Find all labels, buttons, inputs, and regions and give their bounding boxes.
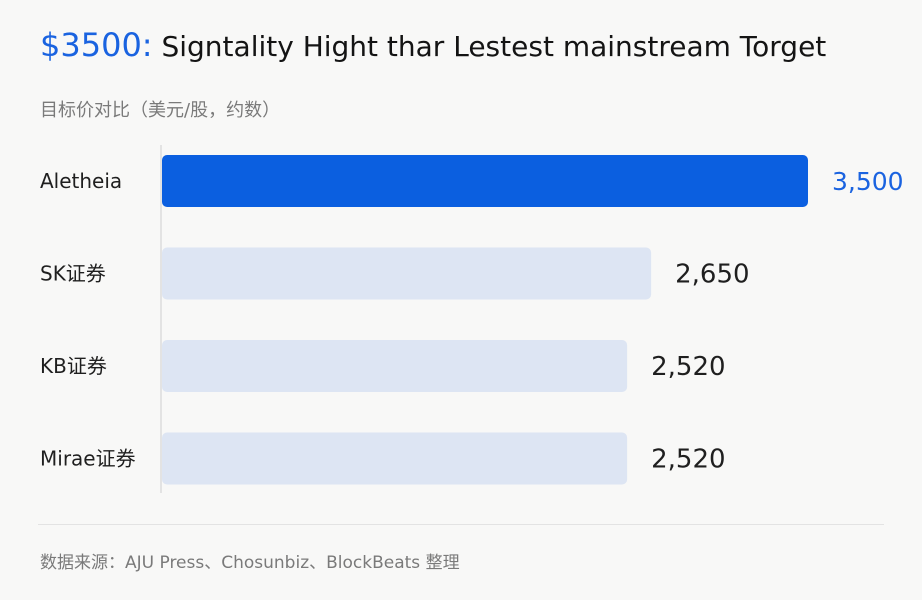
chart-title: $3500: Signtality Hight thar Lestest mai… <box>40 26 826 64</box>
title-price: $3500: <box>40 26 153 64</box>
category-label: SK证券 <box>40 262 106 286</box>
chart-subtitle: 目标价对比（美元/股，约数） <box>40 100 281 121</box>
category-label: Mirae证券 <box>40 447 136 471</box>
source-note: 数据来源：AJU Press、Chosunbiz、BlockBeats 整理 <box>40 553 460 573</box>
value-label: 2,520 <box>651 445 725 475</box>
bar <box>162 432 628 485</box>
value-label: 2,650 <box>675 260 749 290</box>
title-text: Signtality Hight thar Lestest mainstream… <box>152 30 827 63</box>
category-label: Aletheia <box>40 169 122 193</box>
bar <box>162 155 808 207</box>
bar <box>162 247 652 300</box>
bar <box>162 340 628 392</box>
value-label: 2,520 <box>651 352 725 382</box>
bar-chart: Aletheia 3,500 SK证券 2,650 KB证券 2,520 Mirae证券 2,… <box>40 145 904 493</box>
value-label: 3,500 <box>832 167 904 196</box>
divider <box>38 524 884 525</box>
category-label: KB证券 <box>40 354 107 378</box>
